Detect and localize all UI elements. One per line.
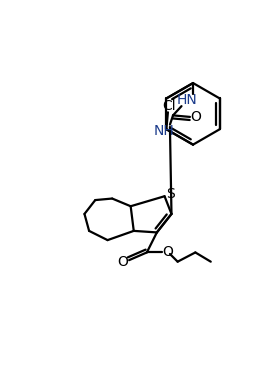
Text: HN: HN — [177, 93, 197, 107]
Text: S: S — [166, 187, 175, 201]
Text: Cl: Cl — [162, 99, 176, 113]
Text: O: O — [162, 245, 173, 260]
Text: O: O — [190, 110, 201, 124]
Text: O: O — [118, 255, 128, 269]
Text: NH: NH — [153, 124, 174, 138]
